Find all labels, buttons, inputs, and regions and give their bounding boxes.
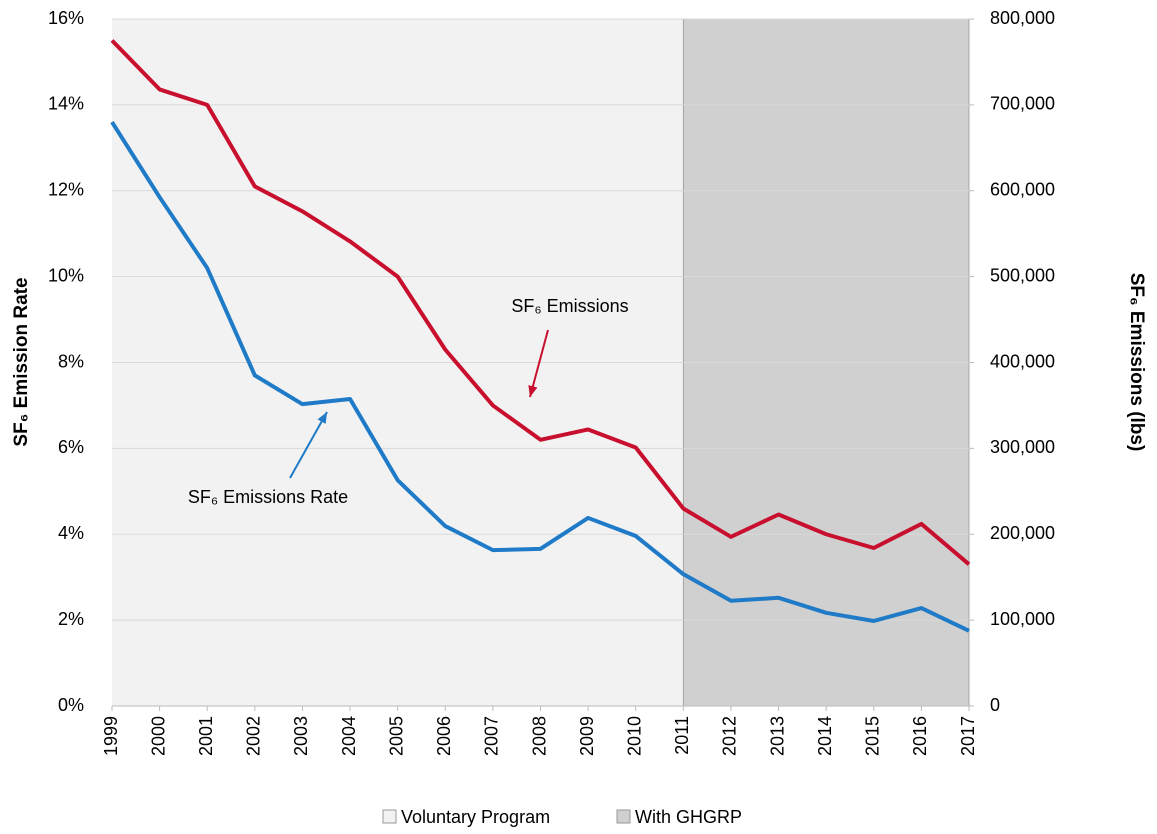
y-tick-label: 8%	[58, 351, 84, 371]
legend-swatch	[382, 809, 397, 824]
x-tick-label: 2004	[339, 716, 359, 756]
y2-tick-label: 400,000	[990, 351, 1055, 371]
y-tick-label: 10%	[48, 265, 84, 285]
x-tick-label: 1999	[101, 716, 121, 756]
legend-label: Voluntary Program	[401, 807, 550, 827]
y2-tick-label: 500,000	[990, 265, 1055, 285]
y2-tick-label: 200,000	[990, 523, 1055, 543]
x-tick-label: 2014	[815, 716, 835, 756]
legend-label: With GHGRP	[635, 807, 742, 827]
y-tick-label: 2%	[58, 609, 84, 629]
y-tick-label: 16%	[48, 8, 84, 28]
x-tick-label: 2005	[386, 716, 406, 756]
series-line	[110, 120, 970, 633]
x-tick-label: 2008	[529, 716, 549, 756]
x-tick-label: 2015	[863, 716, 883, 756]
legend-swatch	[616, 809, 631, 824]
x-tick-label: 2001	[196, 716, 216, 756]
x-tick-label: 2013	[767, 716, 787, 756]
y2-tick-label: 600,000	[990, 180, 1055, 200]
y-axis-title: SF₆ Emission Rate	[11, 277, 32, 446]
y2-tick-label: 0	[990, 695, 1000, 715]
arrow-head	[528, 385, 538, 397]
arrow-head	[317, 412, 327, 424]
annotation-arrow	[289, 411, 328, 479]
line-layer	[110, 39, 971, 633]
x-tick-label: 2017	[958, 716, 978, 756]
x-tick-label: 2012	[720, 716, 740, 756]
x-tick-label: 2003	[291, 716, 311, 756]
y2-axis-title: SF₆ Emissions (lbs)	[1126, 273, 1147, 452]
annotation: SF₆ Emissions Rate	[188, 487, 348, 507]
x-tick-label: 2009	[577, 716, 597, 756]
annotation: SF₆ Emissions	[511, 296, 628, 316]
y2-tick-label: 700,000	[990, 94, 1055, 114]
y-tick-label: 14%	[48, 94, 84, 114]
y-tick-label: 0%	[58, 695, 84, 715]
label-layer: 0% 2% 4% 6% 8% 10% 12% 14% 16% 0 100,000 200,000 300…	[11, 8, 1147, 827]
series-line	[110, 39, 971, 566]
x-tick-label: 2010	[624, 716, 644, 756]
x-tick-label: 2000	[148, 716, 168, 756]
x-tick-label: 2007	[482, 716, 502, 756]
y2-tick-label: 300,000	[990, 437, 1055, 457]
x-tick-label: 2016	[910, 716, 930, 756]
y-tick-label: 6%	[58, 437, 84, 457]
x-tick-label: 2002	[244, 716, 264, 756]
y2-tick-label: 800,000	[990, 8, 1055, 28]
x-tick-label: 2006	[434, 716, 454, 756]
x-tick-label: 2011	[672, 716, 692, 755]
y-tick-label: 4%	[58, 523, 84, 543]
y2-tick-label: 100,000	[990, 609, 1055, 629]
annotation-arrow	[529, 329, 549, 398]
y-tick-label: 12%	[48, 180, 84, 200]
